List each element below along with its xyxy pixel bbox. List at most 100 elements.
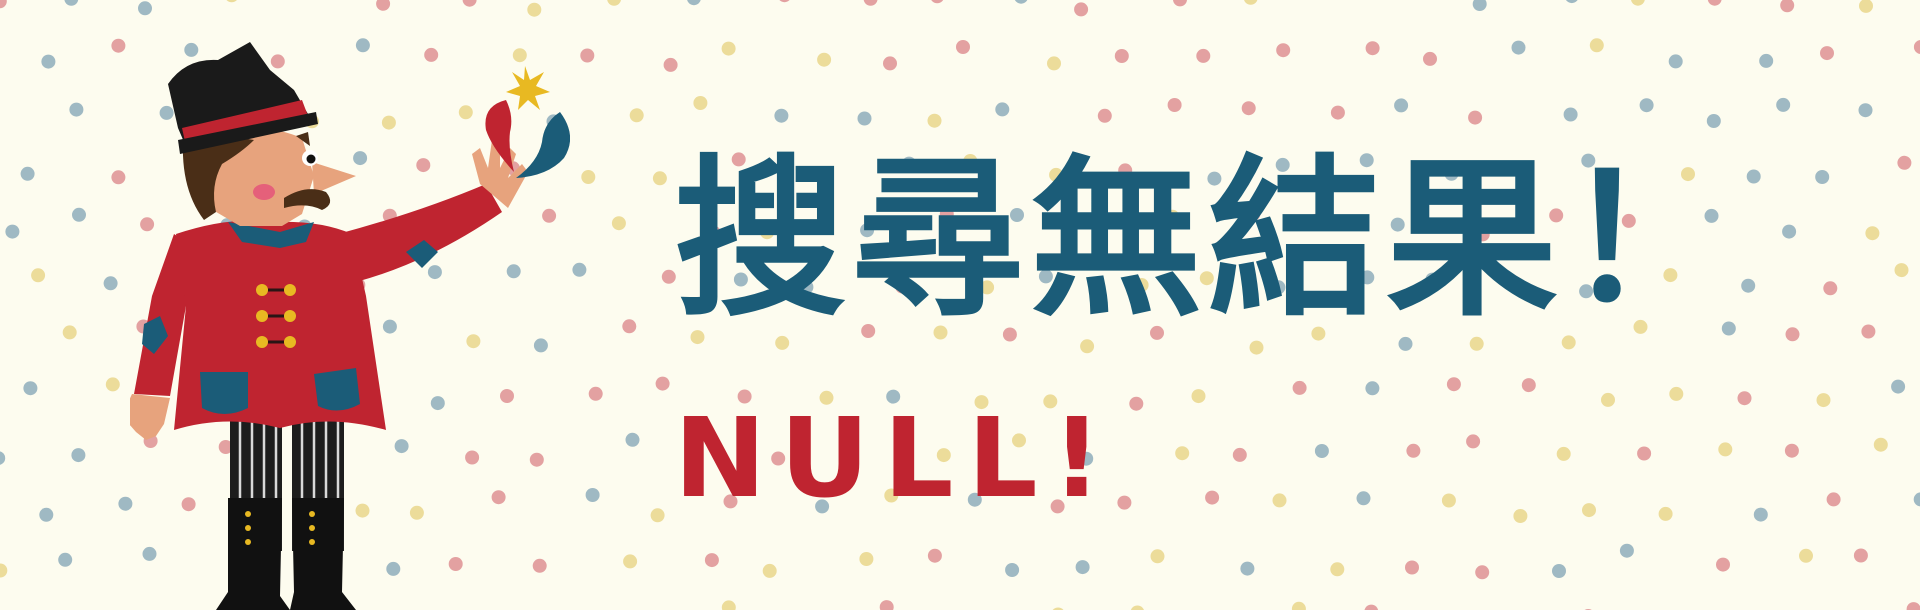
polka-dot [1475,565,1490,580]
polka-dot [542,208,557,223]
polka-dot [1707,0,1722,6]
polka-dot [1081,213,1096,228]
polka-dot [1561,335,1576,350]
polka-dot [1799,548,1813,563]
polka-dot [650,508,665,523]
polka-dot [1782,224,1797,239]
polka-dot [1075,560,1090,575]
polka-dot [111,170,126,185]
polka-dot [39,507,54,522]
polka-dot [1276,43,1291,58]
polka-dot [533,338,548,353]
polka-dot [1619,543,1634,558]
polka-dot [1873,437,1888,452]
polka-dot [1785,327,1800,342]
polka-dot [731,152,746,167]
polka-dot [572,262,587,277]
polka-dot [71,448,86,463]
polka-dot [1175,446,1190,461]
polka-dot [1446,377,1461,392]
polka-dot [902,156,917,171]
polka-dot [58,552,73,567]
polka-dot [1191,389,1206,404]
polka-dot [1405,560,1419,575]
polka-dot [1150,325,1164,340]
polka-dot [1826,492,1841,507]
polka-dot [883,56,897,71]
polka-dot [1079,451,1094,466]
polka-dot [138,1,152,16]
polka-dot [118,496,133,511]
polka-dot [1117,495,1132,510]
polka-dot [1244,0,1258,5]
polka-dot [1080,339,1095,354]
polka-dot [1556,446,1571,461]
polka-dot [0,563,8,578]
polka-dot [64,0,79,6]
polka-dot [1668,54,1683,69]
polka-dot [1232,447,1247,462]
polka-dot [884,488,899,503]
polka-dot [1314,444,1329,458]
top-hat [168,42,318,154]
polka-dot [927,548,942,563]
polka-dot [1425,272,1440,287]
polka-dot [1205,490,1220,505]
polka-dot [1475,227,1490,242]
polka-dot [111,38,126,53]
polka-dot [382,319,397,334]
polka-dot [771,451,786,466]
sparkle-icon [485,66,570,178]
polka-dot [863,0,878,6]
boots [216,498,356,610]
polka-dot [0,0,7,9]
polka-dot [1330,105,1345,120]
polka-dot [1246,206,1261,221]
polka-dot [704,553,719,568]
polka-dot [1364,604,1379,610]
polka-dot [707,225,721,240]
polka-dot [353,151,368,166]
polka-dot [933,325,948,340]
polka-dot [1549,208,1564,223]
polka-dot [1897,155,1912,170]
polka-dot [693,96,708,110]
ringmaster-illustration [130,42,570,610]
polka-dot [687,0,701,6]
polka-dot [218,440,233,454]
polka-dot [1563,107,1578,122]
polka-dot [386,561,401,576]
polka-dot [1050,499,1065,514]
polka-dot [1010,208,1024,222]
polka-dot [819,390,834,405]
polka-dot [1309,213,1324,228]
polka-dot [1511,40,1526,55]
polka-dot [1669,386,1684,401]
polka-dot [1639,98,1654,113]
polka-dot [1753,507,1768,522]
polka-dot [466,334,481,349]
polka-dot [974,395,989,410]
polka-dot [760,225,775,240]
polka-dot [105,377,120,392]
red-coat [174,220,386,430]
polka-dot [1240,561,1255,576]
polka-dot [1365,41,1380,56]
polka-dot [355,38,370,53]
polka-dot [0,451,6,465]
polka-dot [580,48,595,63]
polka-dot [1466,434,1481,449]
polka-dot [430,396,445,411]
polka-dot [721,600,736,610]
polka-dot [62,325,77,340]
polka-dot [859,552,874,566]
polka-dot [936,448,951,463]
polka-dot [1582,503,1596,518]
polka-dot [1721,321,1736,336]
polka-dot [886,389,901,404]
polka-dot [1398,336,1413,351]
polka-dot [1581,153,1596,168]
polka-dot [775,335,790,350]
polka-dot [159,105,174,120]
polka-dot [1291,601,1306,610]
